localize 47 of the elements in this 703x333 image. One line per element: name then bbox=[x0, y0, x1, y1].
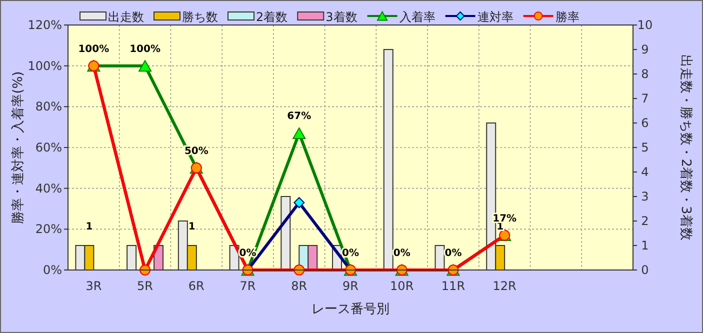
y-axis-title: 勝率・連対率・入着率(%) bbox=[10, 71, 26, 224]
x-tick-label: 9R bbox=[342, 279, 358, 293]
legend-label: 連対率 bbox=[477, 10, 514, 24]
legend-label: 3着数 bbox=[326, 10, 358, 24]
legend-label: 勝率 bbox=[555, 10, 580, 24]
y2-tick-label: 9 bbox=[641, 42, 649, 56]
x-tick-label: 6R bbox=[188, 279, 204, 293]
data-label: 0% bbox=[393, 248, 410, 259]
y2-tick-label: 1 bbox=[641, 238, 649, 252]
y-tick-label: 80% bbox=[35, 100, 62, 114]
legend-label: 入着率 bbox=[399, 10, 436, 24]
y-tick-label: 120% bbox=[28, 18, 62, 32]
x-axis-title: レース番号別 bbox=[312, 302, 390, 317]
legend-label: 出走数 bbox=[108, 10, 144, 24]
y-tick-label: 60% bbox=[35, 140, 62, 154]
x-tick-label: 10R bbox=[390, 279, 414, 293]
y2-tick-label: 2 bbox=[641, 214, 649, 228]
x-tick-label: 8R bbox=[291, 279, 308, 293]
legend-label: 2着数 bbox=[256, 10, 288, 24]
y2-tick-label: 8 bbox=[641, 67, 649, 81]
x-tick-label: 5R bbox=[137, 279, 154, 293]
legend-label: 勝ち数 bbox=[182, 10, 218, 24]
y2-tick-label: 10 bbox=[637, 18, 653, 32]
y-tick-label: 100% bbox=[28, 58, 62, 73]
x-tick-label: 7R bbox=[240, 279, 256, 293]
x-tick-label: 11R bbox=[441, 279, 466, 293]
y-tick-label: 20% bbox=[35, 222, 62, 236]
y2-tick-label: 5 bbox=[641, 140, 649, 154]
y2-tick-label: 0 bbox=[641, 263, 649, 277]
point bbox=[292, 127, 306, 139]
x-tick-label: 12R bbox=[492, 279, 516, 293]
data-label: 1 bbox=[188, 222, 196, 232]
y2-tick-label: 6 bbox=[641, 116, 649, 130]
y2-tick-label: 4 bbox=[641, 165, 649, 179]
y2-tick-label: 3 bbox=[641, 190, 649, 204]
point bbox=[294, 197, 305, 208]
data-label: 67% bbox=[287, 111, 312, 122]
y-tick-label: 0% bbox=[42, 263, 62, 277]
x-tick-label: 3R bbox=[86, 279, 102, 293]
data-label: 100% bbox=[130, 44, 160, 55]
data-label: 100% bbox=[78, 44, 110, 55]
y2-tick-label: 7 bbox=[641, 92, 649, 106]
data-label: 0% bbox=[444, 248, 462, 259]
data-label: 1 bbox=[86, 222, 93, 232]
y2-axis-title: 出走数・勝ち数・2着数・3着数 bbox=[678, 54, 694, 240]
y-tick-label: 40% bbox=[35, 181, 62, 196]
point bbox=[138, 60, 152, 72]
